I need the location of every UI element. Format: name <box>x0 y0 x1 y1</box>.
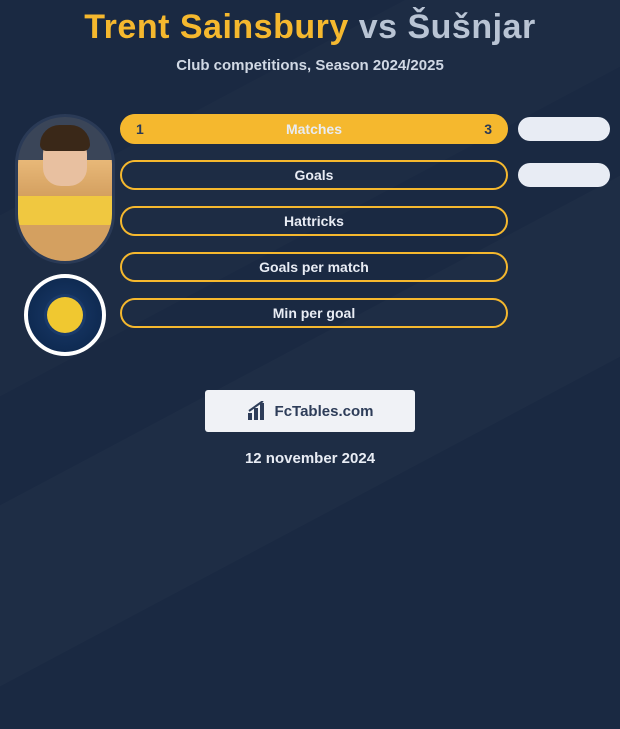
stat-label: Min per goal <box>273 305 355 321</box>
stat-row: 1 Matches 3 <box>120 114 610 144</box>
stat-label: Hattricks <box>284 213 344 229</box>
stat-label: Goals <box>295 167 334 183</box>
stat-bar: Goals <box>120 160 508 190</box>
stat-bar: Min per goal <box>120 298 508 328</box>
stat-bar: 1 Matches 3 <box>120 114 508 144</box>
stat-label: Goals per match <box>259 259 369 275</box>
player1-name: Trent Sainsbury <box>84 8 348 46</box>
player1-portrait <box>15 114 115 264</box>
stat-bar: Hattricks <box>120 206 508 236</box>
player2-pill <box>518 163 610 187</box>
player1-column <box>10 114 120 356</box>
stat-left-value: 1 <box>136 121 144 137</box>
stat-right-value: 3 <box>484 121 492 137</box>
stat-label: Matches <box>286 121 342 137</box>
player2-pill <box>518 117 610 141</box>
player1-club-badge <box>24 274 106 356</box>
stat-bar: Goals per match <box>120 252 508 282</box>
stat-row: Goals <box>120 160 610 190</box>
